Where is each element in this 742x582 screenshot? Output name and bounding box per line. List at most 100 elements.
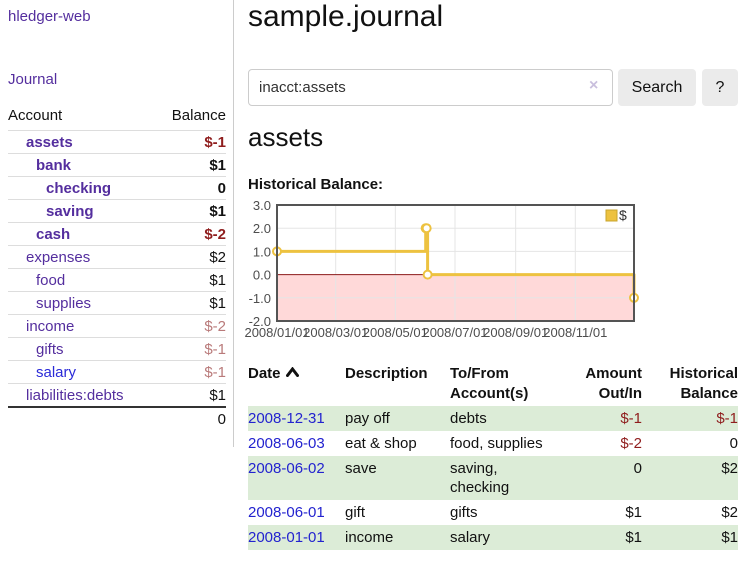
description-cell: pay off — [345, 410, 390, 427]
register-header-row: Date Description To/From Account(s) Amount Ou… — [248, 362, 738, 406]
account-link-supplies[interactable]: supplies — [36, 294, 92, 312]
accounts-cell: debts — [450, 410, 487, 427]
balance-cell: $-1 — [716, 410, 738, 427]
account-link-checking[interactable]: checking — [46, 179, 112, 197]
balance-cell: $2 — [721, 504, 738, 521]
transaction-date-link[interactable]: 2008-06-01 — [248, 504, 325, 521]
balance-cell: 0 — [729, 435, 738, 452]
transaction-row: 2008-06-02 save saving, checking 0 $2 — [248, 456, 738, 500]
account-link-income[interactable]: income — [26, 317, 75, 335]
svg-text:-1.0: -1.0 — [249, 291, 271, 306]
accounts-cell: saving, checking — [450, 460, 510, 496]
transaction-row: 2008-06-03 eat & shop food, supplies $-2 0 — [248, 431, 738, 456]
account-link-food[interactable]: food — [36, 271, 66, 289]
description-cell: gift — [345, 504, 366, 521]
account-row: income $-2 — [8, 314, 226, 338]
app-brand-link[interactable]: hledger-web — [8, 8, 91, 25]
account-link-assets[interactable]: assets — [26, 133, 73, 151]
account-row: expenses $2 — [8, 245, 226, 269]
account-link-bank[interactable]: bank — [36, 156, 72, 174]
account-heading: assets — [248, 122, 324, 152]
account-link-expenses[interactable]: expenses — [26, 248, 91, 266]
account-row: assets $-1 — [8, 130, 226, 154]
sort-ascending-icon — [285, 367, 299, 377]
account-row: supplies $1 — [8, 291, 226, 315]
amount-cell: $-2 — [620, 435, 642, 452]
historical-balance-label: Historical Balance: — [248, 176, 384, 193]
account-row: salary $-1 — [8, 360, 226, 384]
account-balance: $1 — [158, 268, 226, 292]
column-header-to-from: To/From Account(s) — [450, 365, 529, 402]
account-balance: $-1 — [158, 337, 226, 361]
search-input[interactable] — [248, 69, 613, 106]
accounts-cell: gifts — [450, 504, 478, 521]
svg-text:2008/11/01: 2008/11/01 — [543, 325, 607, 340]
account-row: food $1 — [8, 268, 226, 292]
column-header-amount: Amount Out/In — [585, 365, 642, 402]
accounts-table: Account Balance assets $-1 bank $1 checking 0… — [8, 104, 226, 431]
description-cell: eat & shop — [345, 435, 417, 452]
svg-text:2008/01/01: 2008/01/01 — [244, 325, 309, 340]
account-row: cash $-2 — [8, 222, 226, 246]
accounts-total-row: 0 — [8, 406, 226, 431]
account-balance: $1 — [158, 199, 226, 223]
account-balance: $1 — [158, 153, 226, 177]
transaction-date-link[interactable]: 2008-12-31 — [248, 410, 325, 427]
svg-text:2008/05/01: 2008/05/01 — [363, 325, 428, 340]
description-cell: income — [345, 529, 394, 546]
balance-column-header: Balance — [171, 107, 226, 124]
column-header-description: Description — [345, 365, 428, 382]
account-row: gifts $-1 — [8, 337, 226, 361]
transaction-row: 2008-01-01 income salary $1 $1 — [248, 525, 738, 550]
account-balance: $2 — [158, 245, 226, 269]
amount-cell: $1 — [625, 529, 642, 546]
balance-cell: $1 — [721, 529, 738, 546]
transaction-row: 2008-12-31 pay off debts $-1 $-1 — [248, 406, 738, 431]
svg-text:2008/03/01: 2008/03/01 — [303, 325, 368, 340]
accounts-header-row: Account Balance — [8, 104, 226, 131]
account-link-cash[interactable]: cash — [36, 225, 71, 243]
description-cell: save — [345, 460, 377, 477]
svg-text:2008/07/01: 2008/07/01 — [422, 325, 487, 340]
search-button[interactable]: Search — [618, 69, 696, 106]
column-header-date[interactable]: Date — [248, 362, 345, 406]
historical-balance-chart: $3.0 2.0 1.0 0.0 -1.0 -2.02008/01/012008/03/0… — [244, 198, 639, 340]
account-balance: $-1 — [158, 130, 226, 154]
accounts-total-value: 0 — [158, 406, 226, 431]
date-cell: 2008-06-03 — [248, 431, 345, 456]
sidebar: hledger-web Journal Account Balance asse… — [0, 0, 234, 447]
svg-text:-2.0: -2.0 — [249, 314, 271, 329]
accounts-cell: food, supplies — [450, 435, 543, 452]
accounts-cell: salary — [450, 529, 491, 546]
account-balance: 0 — [158, 176, 226, 200]
date-cell: 2008-06-02 — [248, 456, 345, 500]
account-link-gifts[interactable]: gifts — [36, 340, 64, 358]
date-cell: 2008-01-01 — [248, 525, 345, 550]
amount-cell: $1 — [625, 504, 642, 521]
transaction-date-link[interactable]: 2008-01-01 — [248, 529, 325, 546]
legend-swatch — [605, 209, 618, 222]
svg-text:0.0: 0.0 — [253, 268, 271, 283]
account-balance: $-2 — [158, 314, 226, 338]
account-link-saving[interactable]: saving — [46, 202, 94, 220]
transaction-date-link[interactable]: 2008-06-02 — [248, 460, 325, 477]
account-link-salary[interactable]: salary — [36, 363, 77, 381]
account-column-header: Account — [8, 107, 63, 124]
account-row: saving $1 — [8, 199, 226, 223]
help-button[interactable]: ? — [702, 69, 738, 106]
clear-search-icon[interactable]: × — [589, 77, 599, 94]
transaction-row: 2008-06-01 gift gifts $1 $2 — [248, 500, 738, 525]
date-cell: 2008-12-31 — [248, 406, 345, 431]
register-table: Date Description To/From Account(s) Amount Ou… — [248, 362, 738, 550]
transaction-date-link[interactable]: 2008-06-03 — [248, 435, 325, 452]
account-balance: $-2 — [158, 222, 226, 246]
column-header-historical: Historical Balance — [669, 365, 738, 402]
account-link-liabilities-debts[interactable]: liabilities:debts — [26, 386, 124, 404]
account-row: checking 0 — [8, 176, 226, 200]
account-balance: $1 — [158, 383, 226, 407]
svg-text:2008/09/01: 2008/09/01 — [483, 325, 548, 340]
sidebar-item-journal[interactable]: Journal — [8, 71, 58, 88]
account-balance: $-1 — [158, 360, 226, 384]
search-form: × Search ? — [248, 69, 740, 106]
